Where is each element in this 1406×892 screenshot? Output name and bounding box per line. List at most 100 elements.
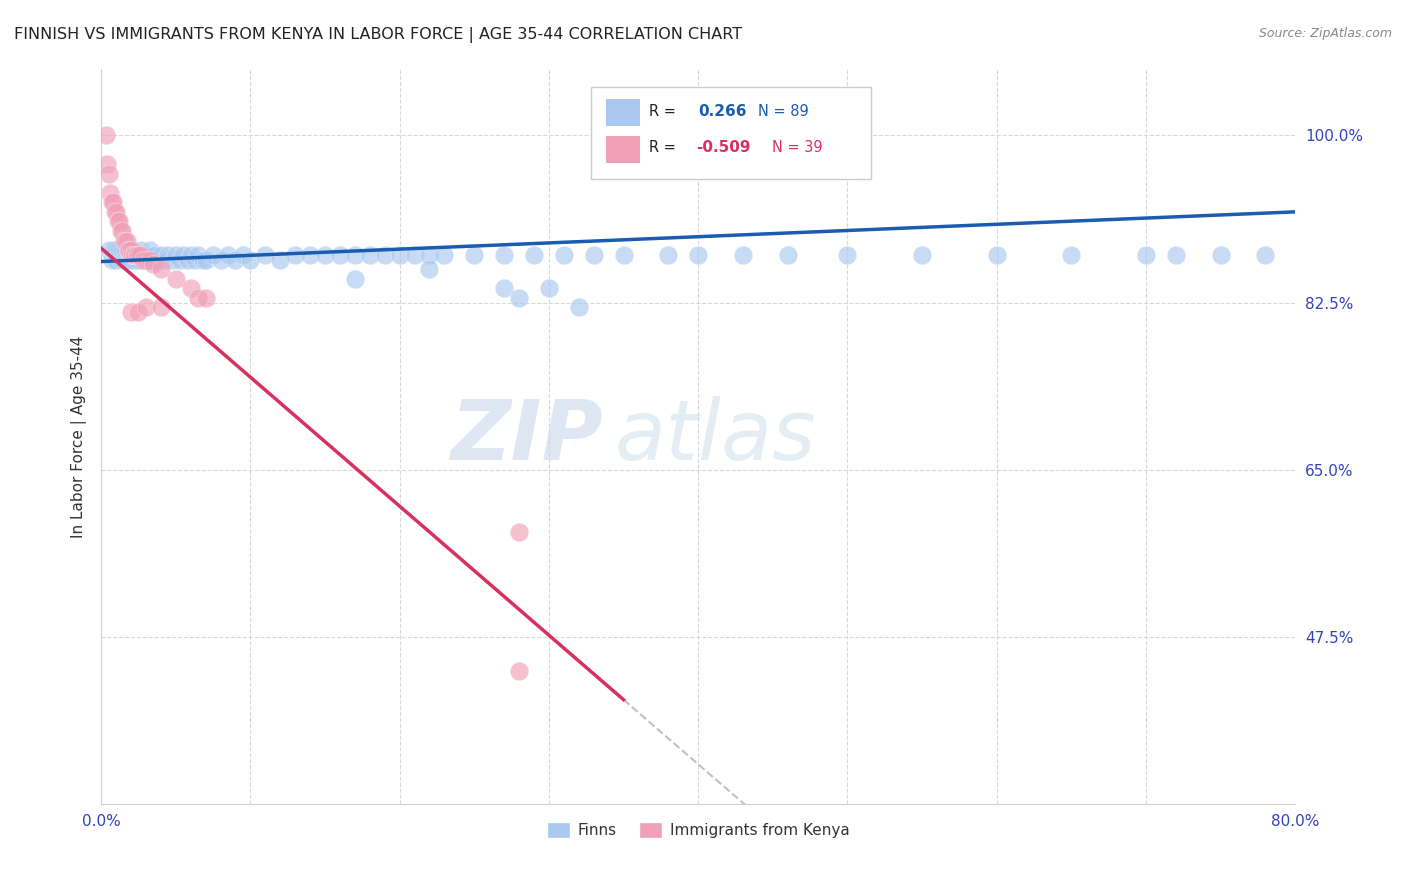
Point: [612, 248, 634, 262]
Point: [157, 248, 180, 262]
Point: [108, 214, 131, 228]
Point: [418, 262, 440, 277]
Point: [107, 214, 129, 228]
Point: [131, 243, 153, 257]
Point: [191, 252, 214, 267]
Point: [112, 234, 135, 248]
Text: atlas: atlas: [614, 396, 817, 477]
Point: [139, 243, 162, 257]
Point: [153, 252, 176, 267]
Point: [184, 252, 207, 267]
Point: [731, 248, 754, 262]
Point: [114, 234, 136, 248]
Point: [911, 248, 934, 262]
Point: [138, 252, 160, 267]
Point: [343, 271, 366, 285]
Point: [494, 248, 516, 262]
Point: [121, 243, 143, 257]
Point: [374, 248, 396, 262]
Point: [986, 248, 1008, 262]
Point: [180, 248, 202, 262]
Point: [122, 248, 145, 262]
Point: [343, 248, 366, 262]
Point: [463, 248, 485, 262]
Point: [120, 243, 142, 257]
Point: [97, 167, 120, 181]
Point: [135, 252, 157, 267]
Point: [94, 128, 117, 143]
Point: [101, 195, 124, 210]
Point: [508, 664, 530, 678]
Point: [165, 271, 187, 285]
Point: [97, 243, 120, 257]
Point: [239, 252, 262, 267]
Point: [254, 248, 277, 262]
Point: [135, 301, 157, 315]
Point: [100, 252, 122, 267]
Point: [284, 248, 307, 262]
Point: [149, 301, 172, 315]
Point: [1254, 248, 1277, 262]
Point: [194, 252, 217, 267]
Point: [688, 248, 710, 262]
Point: [122, 252, 145, 267]
Point: [187, 248, 209, 262]
Point: [404, 248, 426, 262]
Point: [110, 224, 132, 238]
Point: [111, 243, 134, 257]
Text: N = 89: N = 89: [758, 103, 808, 119]
Point: [120, 305, 142, 319]
Point: [105, 205, 128, 219]
Point: [129, 252, 152, 267]
Point: [115, 252, 138, 267]
Point: [129, 248, 152, 262]
Point: [388, 248, 411, 262]
Point: [114, 243, 136, 257]
Point: [314, 248, 336, 262]
Text: R =: R =: [650, 103, 681, 119]
Point: [127, 305, 149, 319]
Point: [134, 252, 156, 267]
Point: [194, 291, 217, 305]
Y-axis label: In Labor Force | Age 35-44: In Labor Force | Age 35-44: [72, 335, 87, 538]
Point: [103, 252, 125, 267]
Point: [418, 248, 440, 262]
Point: [149, 262, 172, 277]
Point: [135, 252, 157, 267]
Text: N = 39: N = 39: [772, 140, 823, 155]
FancyBboxPatch shape: [591, 87, 872, 179]
Point: [217, 248, 239, 262]
Point: [146, 252, 169, 267]
Point: [299, 248, 322, 262]
Point: [176, 252, 198, 267]
Point: [837, 248, 859, 262]
Point: [433, 248, 456, 262]
Point: [142, 252, 165, 267]
Point: [120, 248, 142, 262]
Point: [142, 257, 165, 271]
Point: [96, 157, 118, 171]
Point: [187, 291, 209, 305]
Point: [124, 248, 146, 262]
Point: [582, 248, 605, 262]
Point: [121, 248, 143, 262]
Point: [508, 291, 530, 305]
Text: -0.509: -0.509: [696, 140, 751, 155]
Point: [124, 248, 146, 262]
Point: [537, 281, 560, 295]
Point: [329, 248, 352, 262]
Point: [1135, 248, 1157, 262]
Point: [232, 248, 254, 262]
Point: [141, 248, 163, 262]
Point: [111, 224, 134, 238]
Point: [125, 248, 148, 262]
Point: [101, 243, 124, 257]
Point: [98, 186, 121, 200]
Point: [118, 243, 141, 257]
Point: [776, 248, 799, 262]
Text: Source: ZipAtlas.com: Source: ZipAtlas.com: [1258, 27, 1392, 40]
FancyBboxPatch shape: [606, 136, 640, 162]
Point: [224, 252, 246, 267]
Point: [508, 524, 530, 539]
Point: [110, 252, 132, 267]
